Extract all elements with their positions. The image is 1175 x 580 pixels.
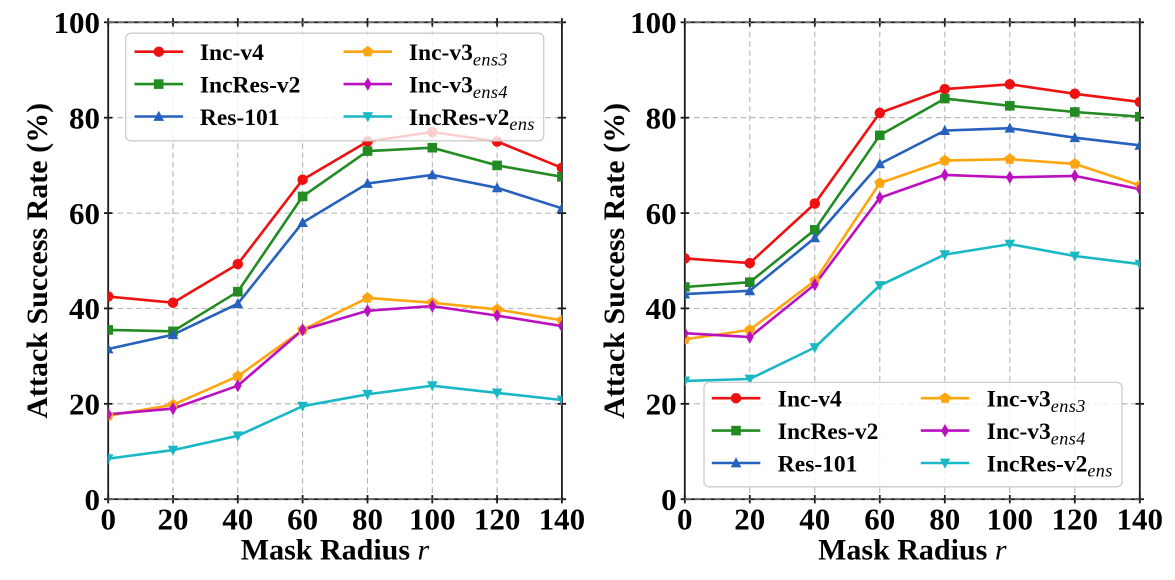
svg-text:80: 80 xyxy=(69,100,100,135)
svg-text:Attack Success Rate (%): Attack Success Rate (%) xyxy=(21,103,54,419)
svg-text:Attack Success Rate (%): Attack Success Rate (%) xyxy=(598,103,631,419)
svg-text:100: 100 xyxy=(987,502,1034,537)
svg-text:100: 100 xyxy=(409,502,456,537)
svg-text:80: 80 xyxy=(929,502,960,537)
svg-text:60: 60 xyxy=(69,196,100,231)
svg-text:140: 140 xyxy=(539,502,586,537)
svg-text:20: 20 xyxy=(69,387,100,422)
svg-text:0: 0 xyxy=(661,482,677,517)
svg-text:40: 40 xyxy=(222,502,253,537)
svg-text:80: 80 xyxy=(352,502,383,537)
svg-text:IncRes-v2: IncRes-v2 xyxy=(200,73,301,99)
svg-text:80: 80 xyxy=(646,100,677,135)
svg-text:Mask Radius r: Mask Radius r xyxy=(818,534,1007,567)
svg-text:20: 20 xyxy=(158,502,189,537)
svg-text:60: 60 xyxy=(864,502,895,537)
svg-text:Inc-v4: Inc-v4 xyxy=(200,40,264,66)
svg-text:120: 120 xyxy=(474,502,521,537)
svg-text:140: 140 xyxy=(1117,502,1164,537)
svg-text:0: 0 xyxy=(85,482,101,517)
svg-text:40: 40 xyxy=(646,291,677,326)
svg-text:0: 0 xyxy=(100,502,116,537)
svg-text:Inc-v4: Inc-v4 xyxy=(778,387,842,413)
svg-text:60: 60 xyxy=(646,196,677,231)
svg-text:40: 40 xyxy=(69,291,100,326)
svg-text:100: 100 xyxy=(630,5,677,40)
svg-text:Res-101: Res-101 xyxy=(200,105,280,131)
svg-text:IncRes-v2: IncRes-v2 xyxy=(778,419,879,445)
svg-text:Res-101: Res-101 xyxy=(778,452,858,478)
svg-text:Mask Radius r: Mask Radius r xyxy=(241,534,430,567)
svg-text:40: 40 xyxy=(799,502,830,537)
svg-text:100: 100 xyxy=(54,5,101,40)
svg-text:60: 60 xyxy=(287,502,318,537)
svg-text:120: 120 xyxy=(1052,502,1099,537)
svg-text:20: 20 xyxy=(734,502,765,537)
svg-text:0: 0 xyxy=(677,502,693,537)
svg-text:20: 20 xyxy=(646,387,677,422)
